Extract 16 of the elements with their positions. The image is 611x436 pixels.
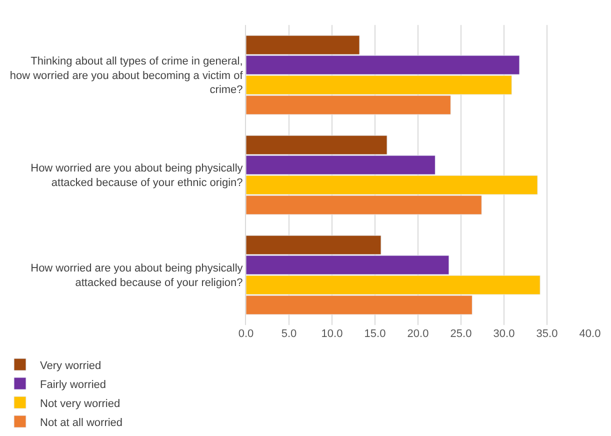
y-tick-label: Thinking about all types of crime in general, how worried are you about becoming a victim of crime? bbox=[10, 56, 244, 96]
x-tick-label: 30.0 bbox=[493, 328, 515, 340]
x-tick-label: 35.0 bbox=[536, 328, 558, 340]
x-tick-label: 20.0 bbox=[407, 328, 429, 340]
legend-label: Not very worried bbox=[40, 398, 120, 410]
legend-label: Not at all worried bbox=[40, 416, 123, 429]
x-tick-label: 5.0 bbox=[281, 328, 297, 340]
x-tick-label: 10.0 bbox=[321, 328, 343, 340]
x-tick-label: 25.0 bbox=[450, 328, 472, 340]
legend-label: Very worried bbox=[40, 360, 102, 372]
y-tick-label: How worried are you about being physically attacked because of your ethnic origin? bbox=[30, 162, 244, 189]
x-tick-label: 40.0 bbox=[579, 328, 601, 340]
x-tick-label: 0.0 bbox=[238, 328, 254, 340]
legend-label: Fairly worried bbox=[40, 378, 106, 391]
y-tick-label: How worried are you about being physically attacked because of your religion? bbox=[30, 262, 244, 289]
x-tick-label: 15.0 bbox=[364, 328, 386, 340]
